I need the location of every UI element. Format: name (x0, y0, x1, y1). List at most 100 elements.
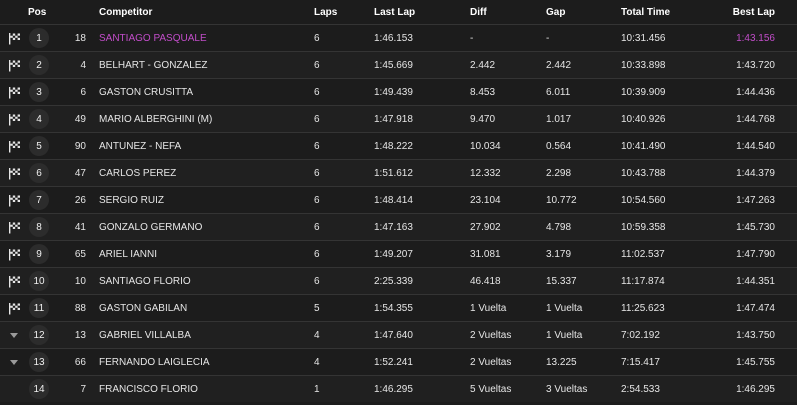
last-lap-value: 1:45.669 (374, 59, 413, 71)
competitor-name[interactable]: GABRIEL VILLALBA (99, 329, 191, 341)
gap-value: 13.225 (546, 356, 577, 368)
table-row[interactable]: 5 90 ANTUNEZ - NEFA 6 1:48.222 10.034 0.564 10:… (0, 132, 797, 159)
position-badge: 7 (29, 190, 49, 210)
header-competitor[interactable]: Competitor (99, 6, 153, 18)
checkered-flag-icon (8, 113, 21, 126)
table-row[interactable]: 9 65 ARIEL IANNI 6 1:49.207 31.081 3.179 11:02.… (0, 240, 797, 267)
total-time-value: 10:40.926 (621, 113, 666, 125)
diff-value: 2.442 (470, 59, 496, 71)
last-lap-value: 1:47.640 (374, 329, 413, 341)
laps-value: 6 (314, 59, 320, 71)
gap-value: 4.798 (546, 221, 572, 233)
competitor-name[interactable]: MARIO ALBERGHINI (M) (99, 113, 213, 125)
table-row[interactable]: 6 47 CARLOS PEREZ 6 1:51.612 12.332 2.298 10:43… (0, 159, 797, 186)
last-lap-value: 1:49.439 (374, 86, 413, 98)
best-lap-value: 1:45.730 (736, 221, 775, 233)
car-number: 4 (80, 59, 86, 71)
car-number: 66 (74, 356, 86, 368)
header-pos[interactable]: Pos (28, 6, 47, 18)
total-time-value: 11:02.537 (621, 248, 665, 260)
header-diff[interactable]: Diff (470, 6, 487, 18)
competitor-name[interactable]: SANTIAGO FLORIO (99, 275, 191, 287)
diff-value: 12.332 (470, 167, 501, 179)
best-lap-value: 1:46.295 (736, 383, 775, 395)
checkered-flag-icon (8, 221, 21, 234)
down-arrow-icon (10, 332, 18, 338)
laps-value: 6 (314, 32, 320, 44)
header-last-lap[interactable]: Last Lap (374, 6, 416, 18)
position-badge: 6 (29, 163, 49, 183)
competitor-name[interactable]: FERNANDO LAIGLECIA (99, 356, 210, 368)
table-row[interactable]: 11 88 GASTON GABILAN 5 1:54.355 1 Vuelta 1 Vue… (0, 294, 797, 321)
status-cell (8, 25, 26, 51)
car-number: 47 (74, 167, 86, 179)
competitor-name[interactable]: ANTUNEZ - NEFA (99, 140, 182, 152)
best-lap-value: 1:47.790 (736, 248, 775, 260)
diff-value: 46.418 (470, 275, 501, 287)
status-cell (8, 187, 26, 213)
table-row[interactable]: 10 10 SANTIAGO FLORIO 6 2:25.339 46.418 15.337… (0, 267, 797, 294)
gap-value: 2.442 (546, 59, 572, 71)
best-lap-value: 1:43.750 (736, 329, 775, 341)
status-cell (8, 214, 26, 240)
checkered-flag-icon (8, 86, 21, 99)
checkered-flag-icon (8, 302, 21, 315)
competitor-name[interactable]: SANTIAGO PASQUALE (99, 32, 207, 44)
table-row[interactable]: 4 49 MARIO ALBERGHINI (M) 6 1:47.918 9.470 1.0… (0, 105, 797, 132)
total-time-value: 7:15.417 (621, 356, 660, 368)
total-time-value: 10:43.788 (621, 167, 666, 179)
status-cell (8, 133, 26, 159)
competitor-name[interactable]: GASTON GABILAN (99, 302, 188, 314)
gap-value: 3.179 (546, 248, 572, 260)
table-row[interactable]: 13 66 FERNANDO LAIGLECIA 4 1:52.241 2 Vueltas… (0, 348, 797, 375)
diff-value: 2 Vueltas (470, 356, 512, 368)
diff-value: 5 Vueltas (470, 383, 512, 395)
header-gap[interactable]: Gap (546, 6, 566, 18)
table-row[interactable]: 7 26 SERGIO RUIZ 6 1:48.414 23.104 10.772 10:54… (0, 186, 797, 213)
table-row[interactable]: 3 6 GASTON CRUSITTA 6 1:49.439 8.453 6.011 10:3… (0, 78, 797, 105)
best-lap-value: 1:45.755 (736, 356, 775, 368)
table-row[interactable]: 12 13 GABRIEL VILLALBA 4 1:47.640 2 Vueltas 1 … (0, 321, 797, 348)
last-lap-value: 1:46.153 (374, 32, 413, 44)
gap-value: 1 Vuelta (546, 329, 583, 341)
last-lap-value: 1:46.295 (374, 383, 413, 395)
competitor-name[interactable]: CARLOS PEREZ (99, 167, 177, 179)
status-cell (8, 79, 26, 105)
position-badge: 2 (29, 55, 49, 75)
best-lap-value: 1:44.379 (736, 167, 775, 179)
position-badge: 13 (29, 352, 49, 372)
total-time-value: 7:02.192 (621, 329, 660, 341)
laps-value: 6 (314, 167, 320, 179)
pos-cell: 4 (26, 106, 52, 132)
checkered-flag-icon (8, 194, 21, 207)
table-row[interactable]: 14 7 FRANCISCO FLORIO 1 1:46.295 5 Vueltas 3 V… (0, 375, 797, 402)
total-time-value: 2:54.533 (621, 383, 660, 395)
pos-cell: 1 (26, 25, 52, 51)
table-row[interactable]: 2 4 BELHART - GONZALEZ 6 1:45.669 2.442 2.442 1… (0, 51, 797, 78)
header-best-lap[interactable]: Best Lap (732, 6, 775, 18)
laps-value: 4 (314, 329, 320, 341)
gap-value: 15.337 (546, 275, 577, 287)
pos-cell: 14 (26, 376, 52, 402)
status-cell (8, 268, 26, 294)
competitor-name[interactable]: FRANCISCO FLORIO (99, 383, 198, 395)
header-laps[interactable]: Laps (314, 6, 338, 18)
table-row[interactable]: 1 18 SANTIAGO PASQUALE 6 1:46.153 - - 10:31.456… (0, 24, 797, 51)
laps-value: 6 (314, 113, 320, 125)
competitor-name[interactable]: ARIEL IANNI (99, 248, 157, 260)
laps-value: 6 (314, 86, 320, 98)
laps-value: 6 (314, 275, 320, 287)
competitor-name[interactable]: GASTON CRUSITTA (99, 86, 194, 98)
laps-value: 6 (314, 248, 320, 260)
total-time-value: 10:33.898 (621, 59, 666, 71)
gap-value: 0.564 (546, 140, 572, 152)
table-row[interactable]: 8 41 GONZALO GERMANO 6 1:47.163 27.902 4.798 10… (0, 213, 797, 240)
diff-value: 1 Vuelta (470, 302, 507, 314)
pos-cell: 5 (26, 133, 52, 159)
competitor-name[interactable]: BELHART - GONZALEZ (99, 59, 208, 71)
competitor-name[interactable]: SERGIO RUIZ (99, 194, 165, 206)
status-cell (8, 322, 26, 348)
header-total-time[interactable]: Total Time (621, 6, 671, 18)
competitor-name[interactable]: GONZALO GERMANO (99, 221, 203, 233)
gap-value: - (546, 32, 550, 44)
